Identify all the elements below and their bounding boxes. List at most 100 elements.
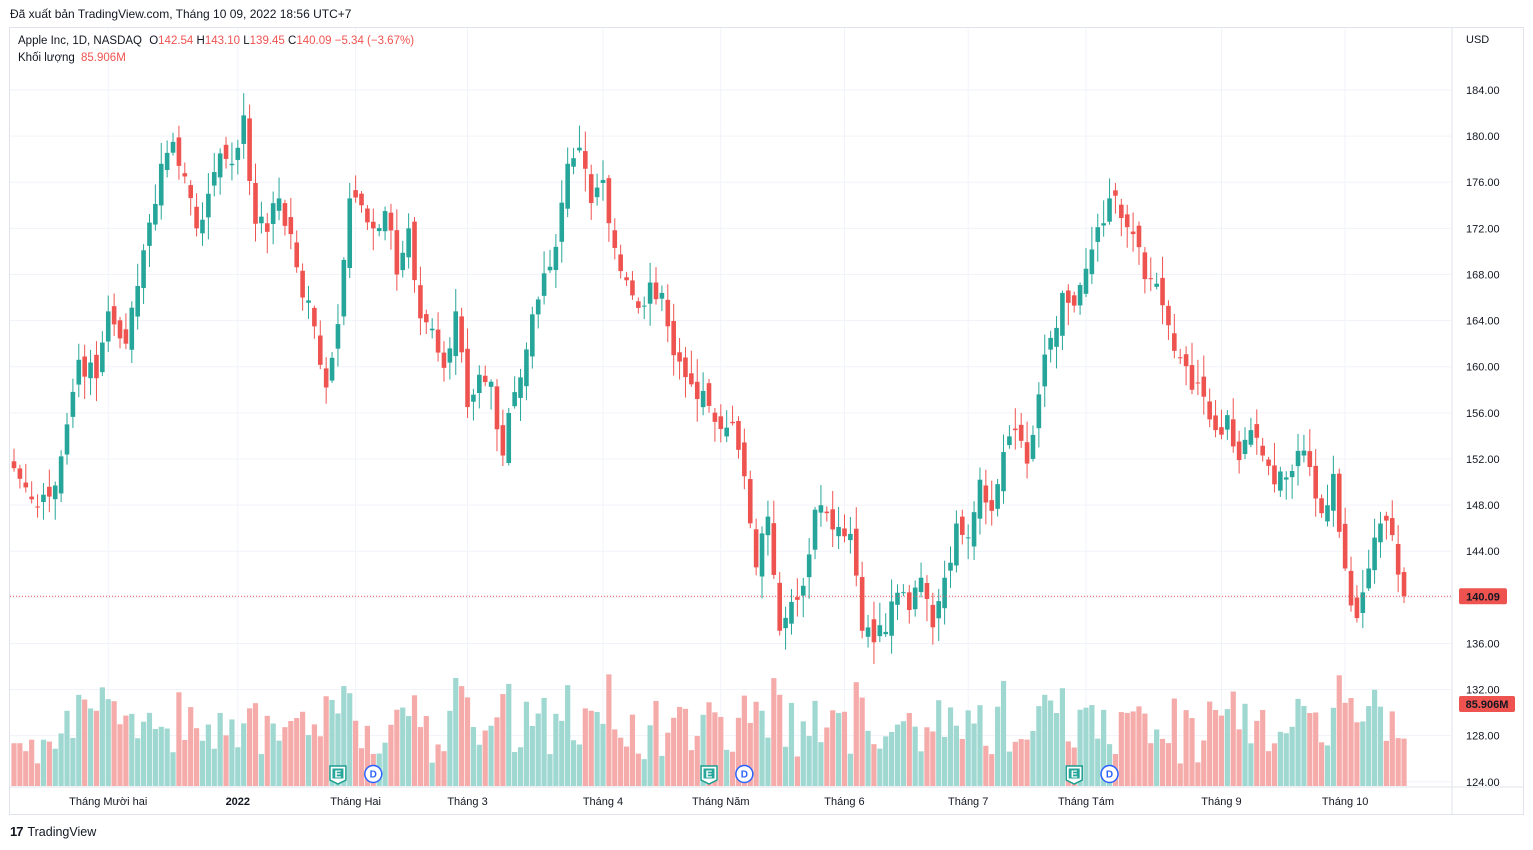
candle-body <box>111 306 117 325</box>
earnings-event-icon[interactable]: E <box>700 765 718 785</box>
time-tick-label: Tháng 3 <box>447 796 487 808</box>
volume-bar <box>1118 712 1124 786</box>
volume-bar <box>765 737 771 786</box>
candle-body <box>518 377 523 398</box>
volume-bar <box>836 712 842 786</box>
dividend-event-icon[interactable]: D <box>364 764 383 784</box>
volume-bar <box>1212 710 1219 786</box>
candle-body <box>753 529 759 568</box>
candle-body <box>1054 327 1059 347</box>
candle-body <box>706 383 712 406</box>
currency-label[interactable]: USD <box>1466 34 1490 46</box>
volume-bar <box>11 743 17 786</box>
candle-body <box>465 348 470 408</box>
candle-body <box>211 172 217 186</box>
candle-body <box>23 482 29 488</box>
volume-bar <box>123 715 129 786</box>
volume-bar <box>712 712 718 786</box>
price-tick-label: 172.00 <box>1466 223 1500 235</box>
volume-bar <box>1342 702 1348 786</box>
candle-body <box>376 228 382 232</box>
candle-body <box>930 604 936 628</box>
volume-bar <box>1401 738 1407 786</box>
price-tick-label: 148.00 <box>1466 500 1500 512</box>
volume-bar <box>58 733 64 786</box>
candle-body <box>1095 227 1101 242</box>
volume-bar <box>559 720 565 786</box>
volume-bar <box>1136 706 1142 786</box>
candle-body <box>259 216 264 224</box>
candle-body <box>294 242 300 268</box>
low-value: 139.45 <box>249 35 285 47</box>
earnings-event-icon[interactable]: E <box>1065 765 1083 785</box>
symbol-legend[interactable]: Apple Inc, 1D, NASDAQ O142.54 H143.10 L1… <box>18 35 414 47</box>
volume-bar <box>729 751 736 786</box>
time-tick-label: Tháng Hai <box>330 796 381 808</box>
svg-text:E: E <box>335 770 342 781</box>
candle-body <box>229 163 235 166</box>
volume-bar <box>447 710 453 786</box>
candle-body <box>323 368 329 388</box>
volume-legend[interactable]: Khối lượng 85.906M <box>18 52 126 64</box>
candle-body <box>135 286 140 317</box>
candle-body <box>883 631 889 635</box>
volume-bar <box>570 740 577 786</box>
candle-body <box>871 619 877 643</box>
volume-bar <box>1183 710 1189 786</box>
volume-label: Khối lượng <box>18 52 75 64</box>
volume-bar <box>347 693 353 786</box>
tradingview-footer[interactable]: 17 TradingView <box>10 824 96 839</box>
volume-bar <box>759 710 765 786</box>
price-tick-label: 144.00 <box>1466 546 1500 558</box>
candle-body <box>1295 450 1301 467</box>
volume-bar <box>1289 726 1295 786</box>
dividend-event-icon[interactable]: D <box>1100 764 1119 784</box>
time-tick-label: 2022 <box>226 796 250 808</box>
candle-body <box>341 259 347 317</box>
volume-bar <box>806 736 812 786</box>
time-axis[interactable]: Tháng Mười hai 2022 Tháng Hai Tháng 3 Tháng … <box>10 786 1523 808</box>
volume-bar <box>517 747 524 786</box>
chart-frame[interactable] <box>9 27 1524 815</box>
volume-value: 85.906M <box>81 52 126 64</box>
candle-body <box>29 496 34 500</box>
candle-body <box>288 217 294 235</box>
candle-body <box>641 305 647 307</box>
volume-bar <box>623 746 630 786</box>
candle-body <box>11 461 17 469</box>
volume-bar <box>176 692 182 786</box>
candle-body <box>1360 592 1366 614</box>
candle-body <box>683 357 688 378</box>
earnings-event-icon[interactable]: E <box>329 765 347 785</box>
price-candles <box>11 93 1407 664</box>
candle-body <box>129 307 135 350</box>
close-label: C <box>288 35 297 47</box>
volume-bar <box>989 754 995 786</box>
volume-bar <box>529 726 535 786</box>
candle-body <box>1024 442 1030 464</box>
volume-bar <box>1366 706 1372 786</box>
volume-bar <box>535 713 541 786</box>
volume-bar <box>1265 751 1272 786</box>
candle-body <box>477 374 482 394</box>
candle-body <box>942 577 947 609</box>
candle-body <box>1395 543 1401 575</box>
symbol-name[interactable]: Apple Inc, 1D, NASDAQ <box>18 35 142 47</box>
candle-body <box>530 314 535 357</box>
volume-bar <box>1313 712 1319 786</box>
price-tick-label: 180.00 <box>1466 131 1500 143</box>
dividend-event-icon[interactable]: D <box>735 764 754 784</box>
candle-body <box>200 219 205 234</box>
volume-bar <box>470 727 477 786</box>
time-tick-label: Tháng Mười hai <box>69 796 147 808</box>
price-axis[interactable]: 124.00128.00132.00136.00140.00144.00148.… <box>1451 28 1515 814</box>
time-tick-label: Tháng 9 <box>1201 796 1241 808</box>
volume-bar <box>1348 697 1354 786</box>
volume-bar <box>117 724 123 786</box>
volume-bar <box>223 735 229 786</box>
volume-bar <box>682 708 689 786</box>
volume-bar <box>364 725 370 786</box>
close-value: 140.09 <box>296 35 332 47</box>
